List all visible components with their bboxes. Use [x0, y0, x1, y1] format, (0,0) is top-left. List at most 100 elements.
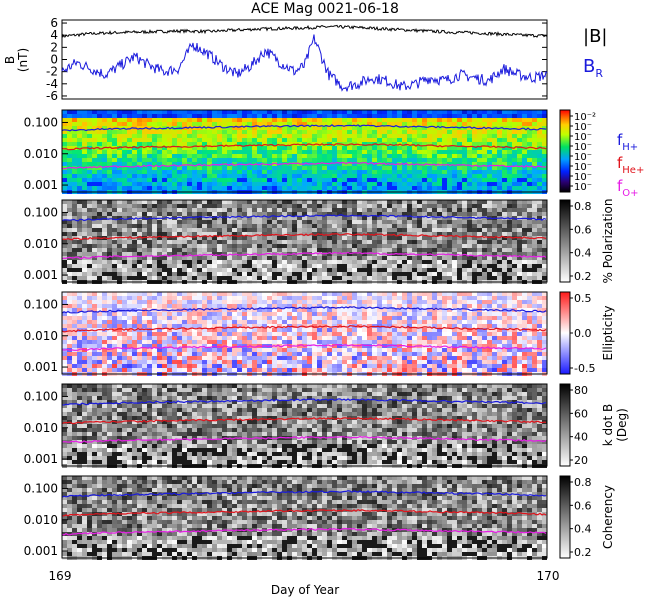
heatmap-cell: [237, 110, 242, 114]
heatmap-cell: [507, 204, 512, 208]
heatmap-cell: [492, 268, 497, 272]
heatmap-cell: [412, 292, 417, 296]
heatmap-cell: [202, 208, 207, 212]
heatmap-cell: [277, 316, 282, 320]
heatmap-cell: [277, 256, 282, 260]
heatmap-cell: [377, 256, 382, 260]
heatmap-cell: [187, 320, 192, 324]
heatmap-cell: [92, 130, 97, 134]
heatmap-cell: [202, 178, 207, 182]
heatmap-cell: [282, 110, 287, 114]
heatmap-cell: [482, 272, 487, 276]
heatmap-cell: [127, 292, 132, 296]
heatmap-cell: [207, 122, 212, 126]
heatmap-cell: [537, 200, 542, 204]
heatmap-cell: [207, 150, 212, 154]
heatmap-cell: [362, 224, 367, 228]
heatmap-cell: [352, 150, 357, 154]
heatmap-cell: [427, 272, 432, 276]
heatmap-cell: [157, 134, 162, 138]
heatmap-cell: [132, 154, 137, 158]
heatmap-cell: [62, 154, 67, 158]
heatmap-cell: [247, 232, 252, 236]
heatmap-cell: [437, 240, 442, 244]
heatmap-cell: [127, 110, 132, 114]
heatmap-cell: [167, 252, 172, 256]
heatmap-cell: [417, 186, 422, 190]
heatmap-cell: [82, 186, 87, 190]
heatmap-cell: [97, 248, 102, 252]
heatmap-cell: [77, 224, 82, 228]
heatmap-cell: [362, 220, 367, 224]
heatmap-cell: [477, 122, 482, 126]
heatmap-cell: [352, 232, 357, 236]
heatmap-cell: [137, 212, 142, 216]
heatmap-cell: [177, 324, 182, 328]
heatmap-cell: [207, 142, 212, 146]
heatmap-cell: [382, 308, 387, 312]
heatmap-cell: [472, 232, 477, 236]
heatmap-cell: [132, 110, 137, 114]
heatmap-cell: [482, 170, 487, 174]
heatmap-cell: [332, 200, 337, 204]
heatmap-cell: [137, 142, 142, 146]
heatmap-cell: [407, 166, 412, 170]
heatmap-cell: [412, 110, 417, 114]
heatmap-cell: [467, 130, 472, 134]
heatmap-cell: [367, 312, 372, 316]
heatmap-cell: [302, 304, 307, 308]
heatmap-cell: [317, 200, 322, 204]
heatmap-cell: [162, 264, 167, 268]
heatmap-cell: [227, 320, 232, 324]
heatmap-cell: [297, 244, 302, 248]
heatmap-cell: [72, 308, 77, 312]
heatmap-cell: [172, 208, 177, 212]
heatmap-cell: [497, 244, 502, 248]
heatmap-cell: [97, 268, 102, 272]
heatmap-cell: [182, 162, 187, 166]
heatmap-cell: [442, 134, 447, 138]
heatmap-cell: [247, 178, 252, 182]
heatmap-cell: [317, 174, 322, 178]
heatmap-cell: [447, 316, 452, 320]
heatmap-cell: [402, 244, 407, 248]
heatmap-cell: [167, 162, 172, 166]
heatmap-cell: [182, 154, 187, 158]
heatmap-cell: [522, 224, 527, 228]
heatmap-cell: [112, 248, 117, 252]
heatmap-cell: [102, 232, 107, 236]
heatmap-cell: [352, 244, 357, 248]
heatmap-cell: [502, 150, 507, 154]
heatmap-cell: [107, 316, 112, 320]
heatmap-cell: [382, 208, 387, 212]
heatmap-cell: [387, 304, 392, 308]
heatmap-cell: [377, 204, 382, 208]
heatmap-cell: [232, 312, 237, 316]
heatmap-cell: [502, 256, 507, 260]
heatmap-cell: [427, 212, 432, 216]
heatmap-cell: [397, 130, 402, 134]
heatmap-cell: [447, 224, 452, 228]
heatmap-cell: [157, 312, 162, 316]
heatmap-cell: [157, 260, 162, 264]
heatmap-cell: [462, 296, 467, 300]
heatmap-cell: [217, 204, 222, 208]
heatmap-cell: [312, 236, 317, 240]
heatmap-cell: [87, 118, 92, 122]
heatmap-cell: [537, 166, 542, 170]
heatmap-cell: [392, 220, 397, 224]
heatmap-cell: [347, 256, 352, 260]
heatmap-cell: [437, 312, 442, 316]
heatmap-cell: [402, 174, 407, 178]
heatmap-cell: [442, 248, 447, 252]
heatmap-cell: [432, 296, 437, 300]
heatmap-cell: [267, 200, 272, 204]
heatmap-cell: [282, 118, 287, 122]
heatmap-cell: [542, 316, 547, 320]
heatmap-cell: [342, 134, 347, 138]
heatmap-cell: [397, 200, 402, 204]
heatmap-cell: [517, 122, 522, 126]
heatmap-cell: [97, 256, 102, 260]
heatmap-cell: [472, 174, 477, 178]
